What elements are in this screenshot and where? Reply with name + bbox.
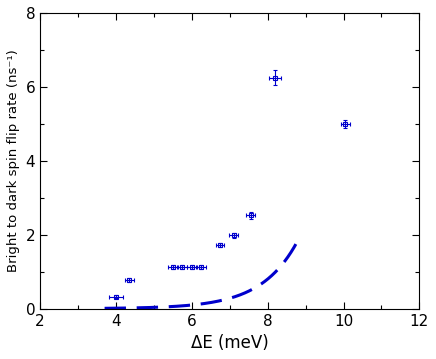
X-axis label: ΔE (meV): ΔE (meV) — [191, 334, 269, 352]
Y-axis label: Bright to dark spin flip rate (ns⁻¹): Bright to dark spin flip rate (ns⁻¹) — [7, 50, 20, 272]
